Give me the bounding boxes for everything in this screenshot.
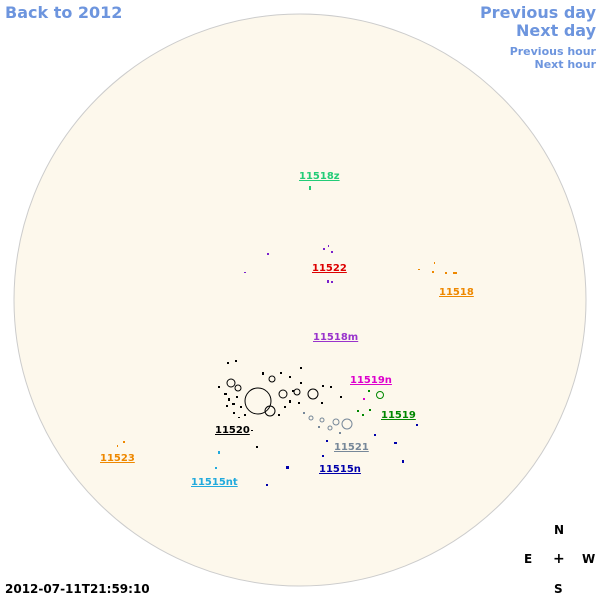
region-11522-spots [244, 245, 333, 283]
region-11519-spots [357, 390, 384, 416]
region-label-11519[interactable]: 11519 [381, 410, 416, 421]
previous-day-link[interactable]: Previous day [479, 3, 596, 22]
next-hour-link[interactable]: Next hour [534, 58, 597, 71]
region-label-11519n[interactable]: 11519n [350, 375, 392, 386]
region-11523-spots [117, 441, 125, 447]
region-label-11520[interactable]: 11520 [215, 425, 250, 436]
region-label-11521[interactable]: 11521 [334, 442, 369, 453]
next-day-link[interactable]: Next day [516, 21, 596, 40]
solar-disk [13, 13, 587, 587]
region-11518-spots [418, 262, 457, 274]
region-11521-dots [303, 412, 341, 434]
observation-timestamp: 2012-07-11T21:59:10 [5, 582, 150, 596]
region-label-11518z[interactable]: 11518z [299, 171, 340, 182]
region-11515nt-spots [215, 451, 220, 469]
region-label-11523[interactable]: 11523 [100, 453, 135, 464]
region-label-11515nt[interactable]: 11515nt [191, 477, 238, 488]
region-11515n-spots [266, 424, 418, 486]
previous-hour-link[interactable]: Previous hour [509, 45, 596, 58]
back-to-year-link[interactable]: Back to 2012 [5, 3, 123, 22]
region-11518z-spots [309, 186, 311, 190]
region-label-11522[interactable]: 11522 [312, 263, 347, 274]
region-11519n-spots [363, 398, 365, 400]
region-11521-spots [308, 415, 353, 431]
region-11520-dots [218, 360, 342, 448]
region-label-11518m[interactable]: 11518m [313, 332, 358, 343]
region-label-11518[interactable]: 11518 [439, 287, 474, 298]
region-label-11515n[interactable]: 11515n [319, 464, 361, 475]
